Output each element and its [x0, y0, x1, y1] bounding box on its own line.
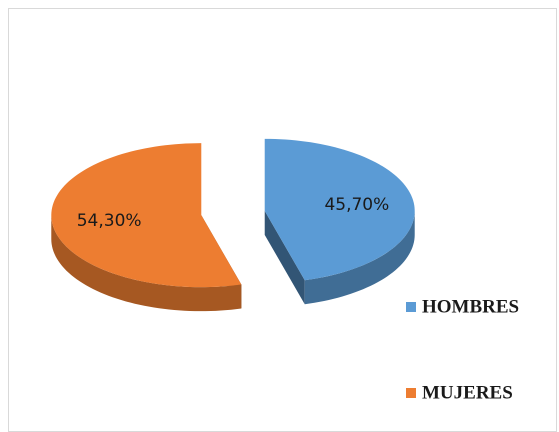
- pie-slice: [264, 138, 415, 281]
- legend-label: MUJERES: [422, 382, 513, 403]
- slice-cut-face: [264, 210, 305, 305]
- legend-swatch: [406, 388, 416, 398]
- slice-side: [304, 210, 415, 305]
- slice-side: [51, 215, 242, 312]
- pie-slice: [51, 143, 242, 288]
- data-label: 54,30%: [77, 211, 142, 231]
- legend-swatch: [406, 302, 416, 312]
- data-label: 45,70%: [324, 195, 389, 215]
- legend-label: HOMBRES: [422, 296, 519, 317]
